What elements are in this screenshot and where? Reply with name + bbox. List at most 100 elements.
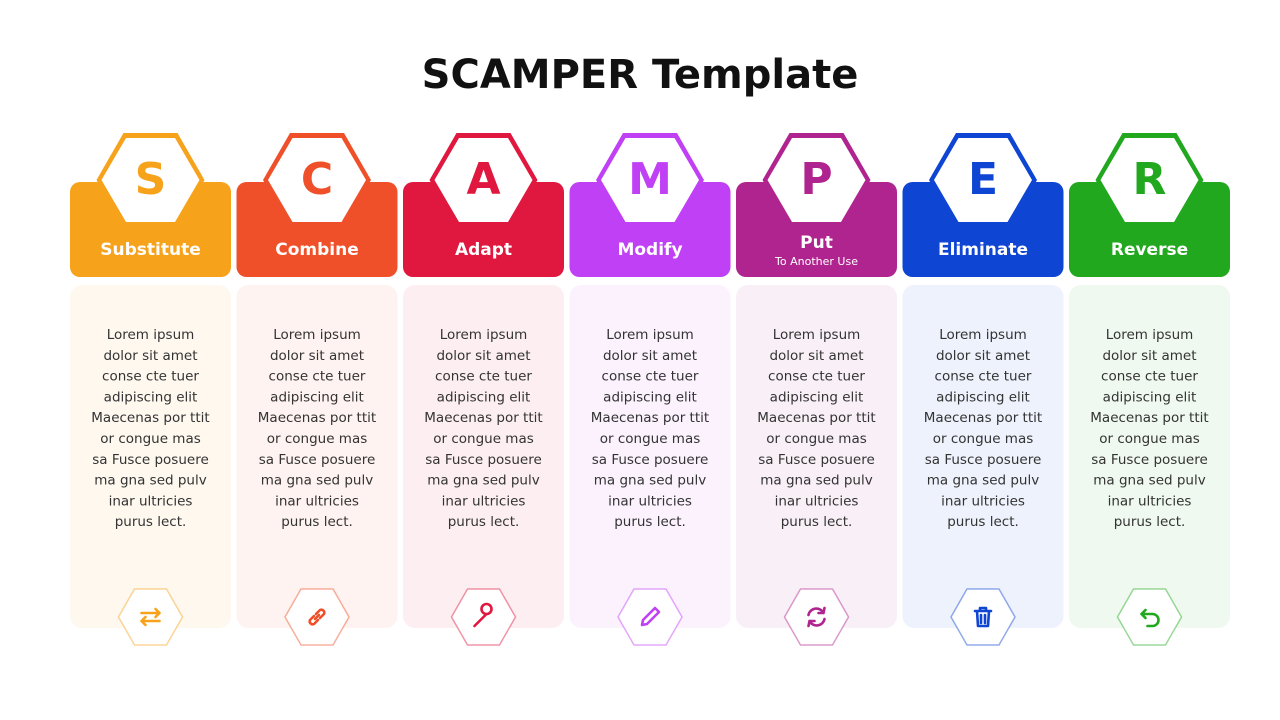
body-line: purus lect. [781,514,853,530]
body-line: purus lect. [281,514,353,530]
body-line: or congue mas [267,431,368,447]
body-line: adipiscing elit [437,389,531,405]
body-line: Lorem ipsum [107,327,195,343]
body-line: ma gna sed pulv [94,473,206,489]
body-line: inar ultricies [775,493,859,509]
body-line: ma gna sed pulv [427,473,539,489]
body-line: Maecenas por ttit [424,410,542,426]
body-card [236,285,398,628]
body-line: dolor sit amet [1102,348,1196,364]
header-card [403,182,564,277]
body-line: adipiscing elit [270,389,364,405]
letter: R [1133,154,1167,205]
icon [308,608,326,626]
body-line: dolor sit amet [103,348,197,364]
body-line: dolor sit amet [603,348,697,364]
body-card [902,285,1064,628]
body-line: inar ultricies [442,493,526,509]
body-line: sa Fusce posuere [259,452,376,468]
scamper-column: M Modify Lorem ipsum dolor sit amet conse ct… [569,133,731,646]
body-line: inar ultricies [941,493,1025,509]
header-card [70,182,231,277]
body-line: dolor sit amet [769,348,863,364]
body-card [736,285,897,628]
label: Substitute [100,240,200,260]
letter-hexagon [101,138,200,222]
body-line: adipiscing elit [936,389,1030,405]
body-line: Lorem ipsum [273,327,361,343]
body-line: conse cte tuer [1101,369,1198,385]
letter: C [301,154,333,205]
icon-hexagon [117,588,184,646]
body-line: Maecenas por ttit [1090,410,1208,426]
label: Adapt [455,240,512,260]
body-line: dolor sit amet [436,348,530,364]
body-card [403,285,564,628]
body-line: adipiscing elit [1103,389,1197,405]
label: Combine [275,240,359,260]
body-line: adipiscing elit [603,389,697,405]
body-line: conse cte tuer [435,369,532,385]
header-card [236,182,398,277]
body-line: ma gna sed pulv [261,473,373,489]
body-line: ma gna sed pulv [594,473,706,489]
body-line: sa Fusce posuere [925,452,1042,468]
body-line: ma gna sed pulv [927,473,1039,489]
letter-hexagon [767,138,866,222]
body-line: conse cte tuer [935,369,1032,385]
icon [973,606,993,628]
body-line: or congue mas [600,431,701,447]
body-line: Maecenas por ttit [924,410,1042,426]
header-card [902,182,1064,277]
body-line: inar ultricies [1108,493,1192,509]
label: Eliminate [938,240,1028,260]
body-line: sa Fusce posuere [425,452,542,468]
scamper-column: C Combine Lorem ipsum dolor sit amet conse c… [236,133,398,646]
body-line: or congue mas [1099,431,1200,447]
icon [473,602,493,628]
body-line: purus lect. [947,514,1019,530]
body-line: or congue mas [433,431,534,447]
body-line: or congue mas [933,431,1034,447]
icon [140,607,161,627]
label: Modify [617,240,682,260]
body-line: Maecenas por ttit [757,410,875,426]
body-card [1069,285,1230,628]
body-line: purus lect. [1114,514,1186,530]
body-line: purus lect. [614,514,686,530]
label: Reverse [1111,240,1188,260]
body-line: Lorem ipsum [1106,327,1194,343]
icon-hexagon [950,588,1016,646]
letter: M [628,154,672,205]
letter: S [135,154,167,205]
scamper-column: S Substitute Lorem ipsum dolor sit amet cons… [70,133,231,646]
letter-hexagon [934,138,1032,222]
body-line: sa Fusce posuere [92,452,209,468]
letter-hexagon [268,138,366,222]
body-line: Lorem ipsum [606,327,694,343]
body-line: Maecenas por ttit [258,410,376,426]
body-line: dolor sit amet [936,348,1030,364]
scamper-column: R Reverse Lorem ipsum dolor sit amet conse c… [1069,133,1230,646]
body-line: sa Fusce posuere [758,452,875,468]
body-card [70,285,231,628]
body-line: ma gna sed pulv [760,473,872,489]
header-card [1069,182,1230,277]
body-line: conse cte tuer [102,369,199,385]
body-line: inar ultricies [608,493,692,509]
body-line: adipiscing elit [770,389,864,405]
body-line: adipiscing elit [104,389,198,405]
scamper-column: E Eliminate Lorem ipsum dolor sit amet conse… [902,133,1064,646]
icon-hexagon [1116,588,1183,646]
icon-hexagon [783,588,850,646]
letter: P [800,154,832,205]
scamper-column: P Put To Another Use Lorem ipsum dolor sit a… [736,133,897,646]
icon-hexagon [617,588,683,646]
icon [640,606,661,627]
body-line: purus lect. [115,514,187,530]
letter: A [466,154,500,205]
body-line: or congue mas [100,431,201,447]
body-line: Lorem ipsum [440,327,528,343]
icon [807,606,826,628]
